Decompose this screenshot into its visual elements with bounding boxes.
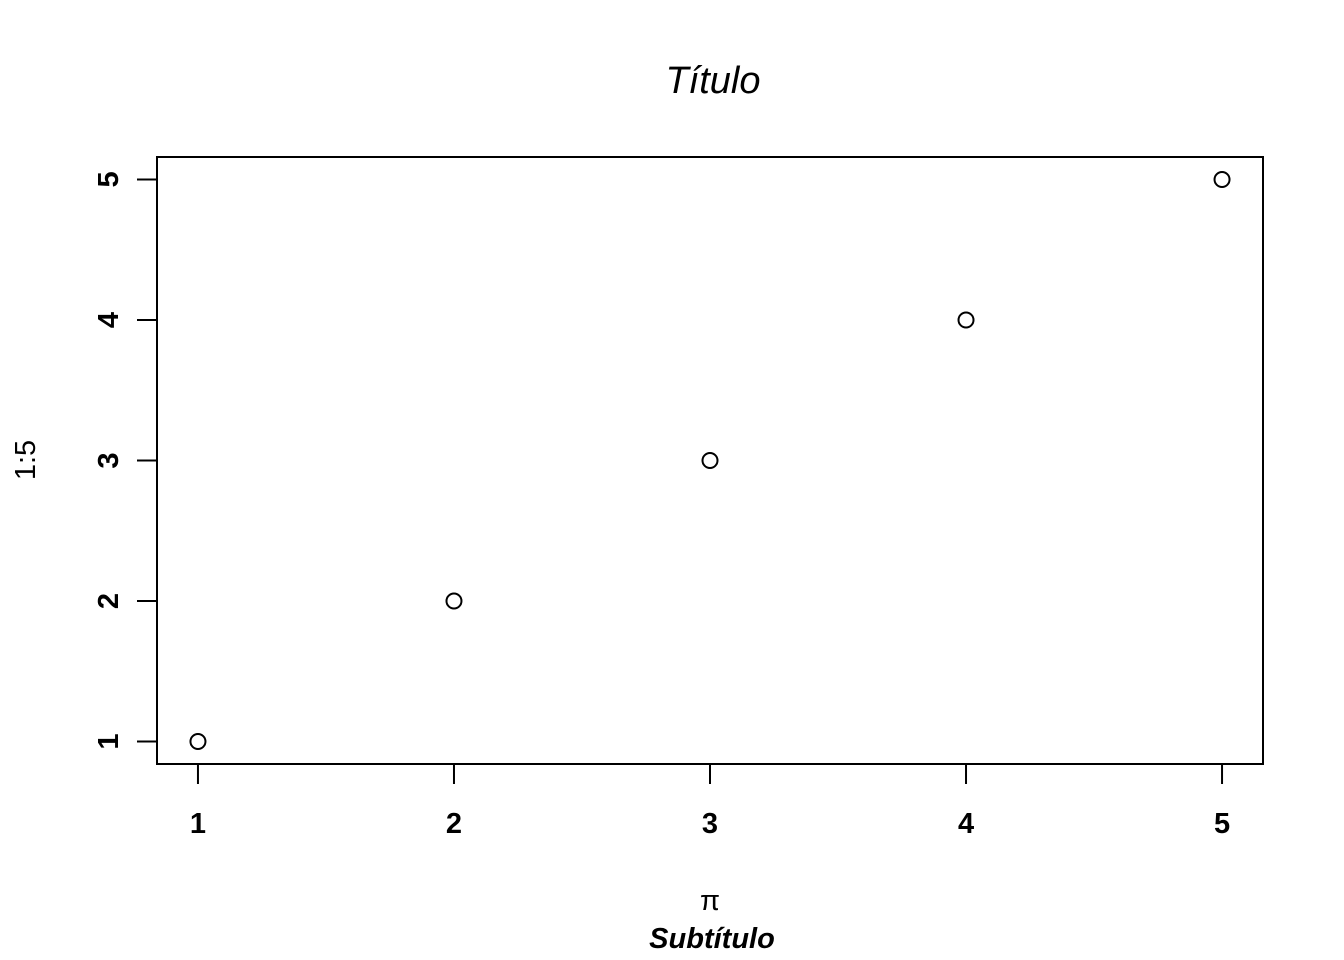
y-tick-label: 4 (93, 312, 125, 328)
chart-subtitle: Subtítulo (649, 923, 775, 955)
y-tick-label: 5 (93, 171, 125, 187)
x-tick-label: 2 (446, 808, 462, 840)
data-point (189, 733, 207, 751)
data-point (445, 592, 463, 610)
y-axis: 1 2 3 4 5 (93, 171, 157, 750)
chart-title: Título (665, 60, 760, 102)
x-tick-label: 1 (190, 808, 206, 840)
data-point (701, 452, 719, 469)
y-tick-label: 2 (93, 593, 125, 609)
x-axis: 1 2 3 4 5 (190, 764, 1230, 840)
x-tick-label: 5 (1214, 808, 1230, 840)
x-axis-title: π (700, 885, 720, 917)
data-points (189, 170, 1231, 751)
x-tick-label: 3 (702, 808, 718, 840)
y-tick-label: 3 (93, 452, 125, 468)
y-axis-title: 1:5 (10, 440, 42, 480)
data-point (1213, 170, 1231, 188)
data-point (957, 311, 975, 329)
x-tick-label: 4 (958, 808, 974, 840)
plot-frame (156, 156, 1264, 765)
y-tick-label: 1 (93, 733, 125, 749)
